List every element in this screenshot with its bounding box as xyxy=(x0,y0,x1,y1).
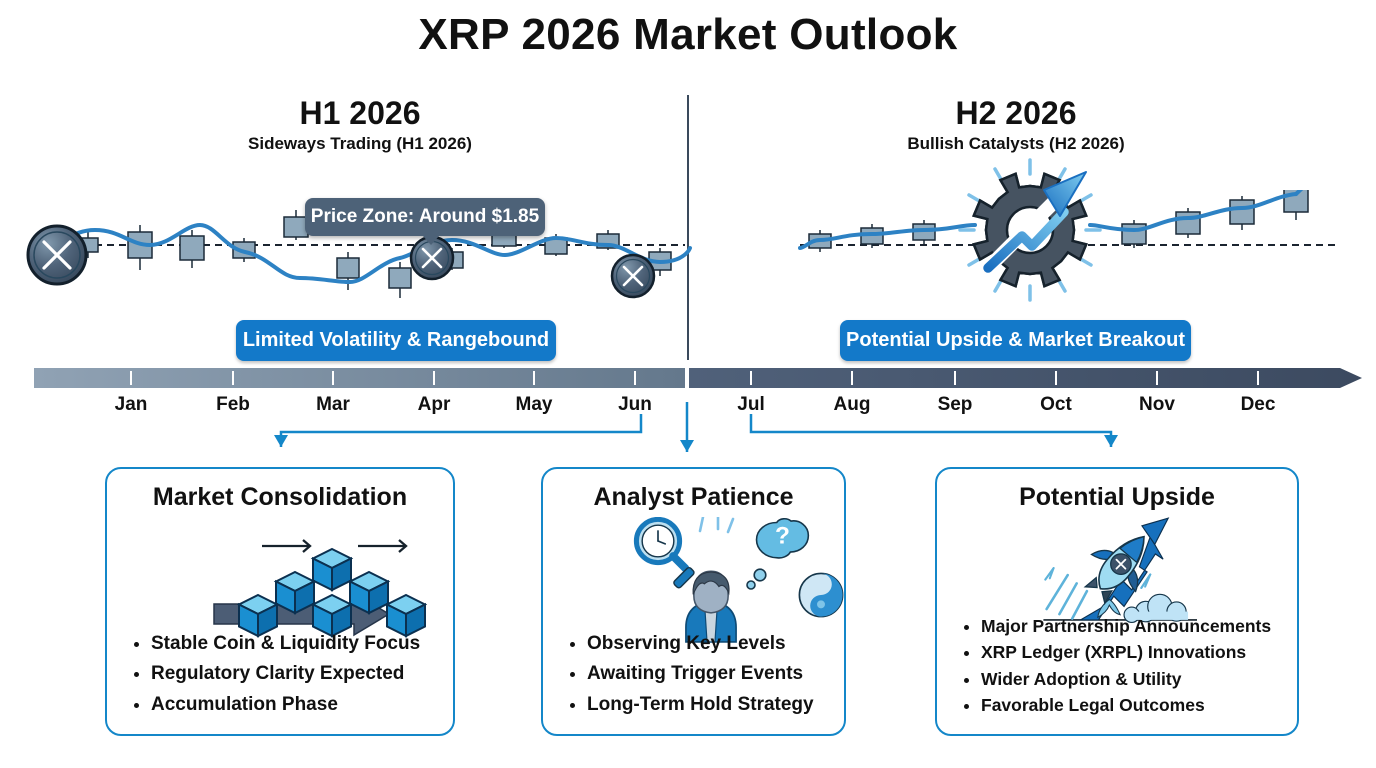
svg-text:?: ? xyxy=(775,522,790,549)
